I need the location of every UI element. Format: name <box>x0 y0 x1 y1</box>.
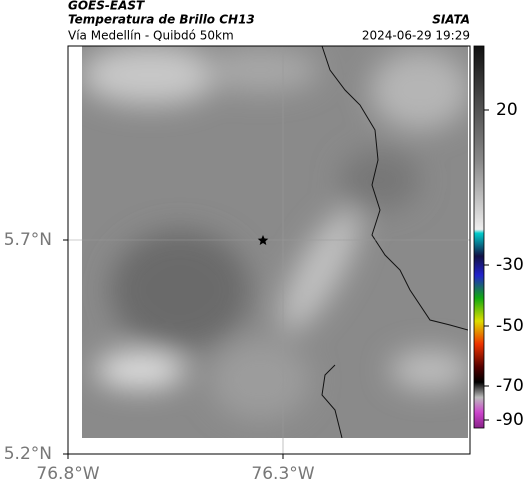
colorbar-tick-label: -70 <box>496 376 524 396</box>
lon-tick-label: 76.3°W <box>251 464 314 484</box>
lon-tick-label: 76.8°W <box>36 464 99 484</box>
colorbar-tick-label: -90 <box>496 410 524 430</box>
lat-tick-label: 5.7°N <box>4 230 52 250</box>
location-marker <box>257 235 269 245</box>
colorbar-tick-label: -50 <box>496 316 524 336</box>
datetime: 2024-06-29 19:29 <box>362 29 470 43</box>
imagery <box>82 46 468 438</box>
lat-tick-label: 5.2°N <box>4 444 52 464</box>
product: Temperatura de Brillo CH13 <box>68 13 255 27</box>
colorbar-tick-label: -30 <box>496 255 524 275</box>
colorbar-tick-label: 20 <box>496 100 518 120</box>
satellite: GOES-EAST <box>68 0 145 13</box>
source: SIATA <box>432 13 470 27</box>
region: Vía Medellín - Quibdó 50km <box>68 29 234 43</box>
colorbar <box>473 45 485 429</box>
map-frame <box>67 45 471 455</box>
